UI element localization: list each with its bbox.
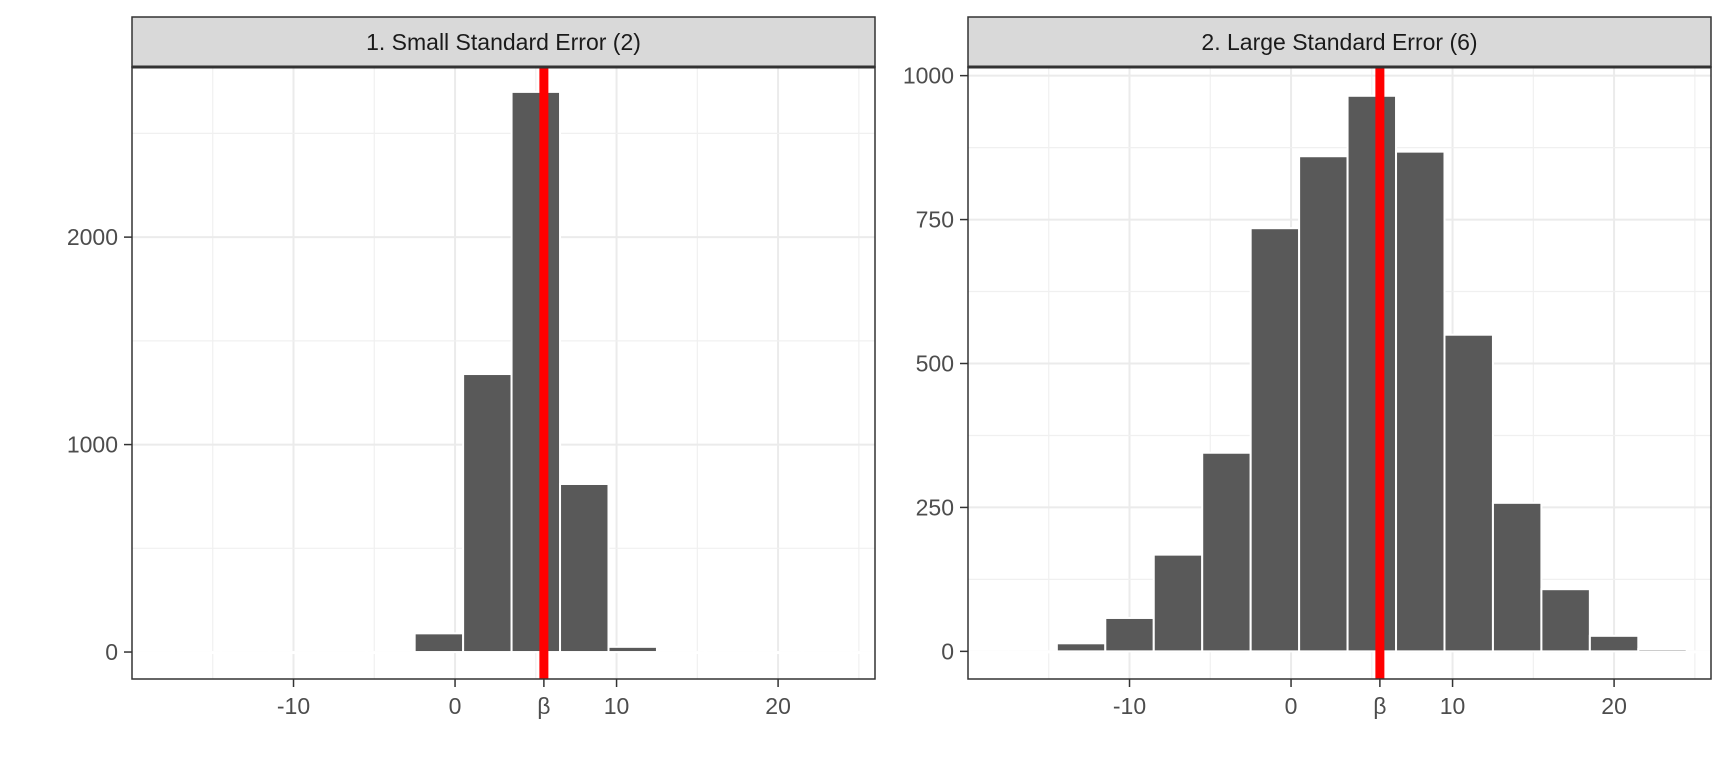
histogram-bar: [655, 651, 707, 655]
y-tick-label: 1000: [903, 63, 954, 89]
histogram-bar: [316, 651, 368, 655]
histogram-bar: [704, 651, 755, 655]
facet-strip: [131, 16, 876, 68]
y-tick-label: 2000: [67, 224, 118, 250]
histogram-bar: [1249, 227, 1301, 653]
histogram-bar: [1588, 634, 1640, 653]
histogram-bar: [1104, 616, 1155, 653]
facet-title: 1. Small Standard Error (2): [366, 29, 641, 55]
x-tick-label: 10: [604, 693, 630, 719]
x-tick-label: 20: [765, 693, 791, 719]
bars: [968, 94, 1711, 654]
histogram-bar: [1443, 333, 1494, 653]
x-tick-label: 0: [449, 693, 462, 719]
y-tick-label: 250: [916, 494, 954, 520]
panel-small-se: 1. Small Standard Error (2) 0 1000 2000 -10 0…: [67, 16, 876, 719]
y-tick-label: 0: [105, 639, 118, 665]
y-tick-label: 500: [916, 351, 954, 377]
x-tick-label: β: [1373, 693, 1386, 719]
histogram-bar: [171, 651, 222, 655]
histogram-bar: [1637, 648, 1688, 653]
x-tick-label: -10: [1113, 693, 1146, 719]
bars: [132, 90, 875, 655]
histogram-bar: [510, 90, 562, 654]
y-tick-label: 0: [941, 638, 954, 664]
histogram-bar: [1201, 451, 1252, 653]
x-tick-label: 0: [1285, 693, 1298, 719]
histogram-bar: [1007, 650, 1058, 654]
histogram-bar: [268, 651, 319, 655]
histogram-bar: [1055, 642, 1107, 653]
histogram-bar: [1152, 553, 1204, 653]
histogram-bar: [801, 651, 852, 655]
histogram-bar: [462, 373, 513, 654]
histogram-bar: [1685, 650, 1711, 654]
facet-title: 2. Large Standard Error (6): [1201, 29, 1477, 55]
histogram-bar: [413, 632, 465, 654]
histogram-bar: [365, 651, 416, 655]
histogram-bar: [219, 651, 271, 655]
y-tick-label: 1000: [67, 432, 118, 458]
panel-large-se: 2. Large Standard Error (6)0250500750100…: [903, 16, 1712, 719]
x-tick-label: 20: [1601, 693, 1627, 719]
histogram-bar: [1491, 501, 1543, 653]
histogram-bar: [1540, 588, 1591, 653]
x-tick-label: -10: [277, 693, 310, 719]
histogram-bar: [559, 482, 610, 654]
histogram-bar: [1395, 150, 1446, 653]
histogram-bar: [607, 645, 658, 654]
x-tick-label: 10: [1440, 693, 1466, 719]
histogram-bar: [752, 651, 804, 655]
histogram-bar: [1346, 94, 1398, 653]
x-tick-label: β: [537, 693, 550, 719]
y-tick-label: 750: [916, 207, 954, 233]
facet-strip: [967, 16, 1712, 68]
histogram-bar: [1298, 155, 1349, 653]
